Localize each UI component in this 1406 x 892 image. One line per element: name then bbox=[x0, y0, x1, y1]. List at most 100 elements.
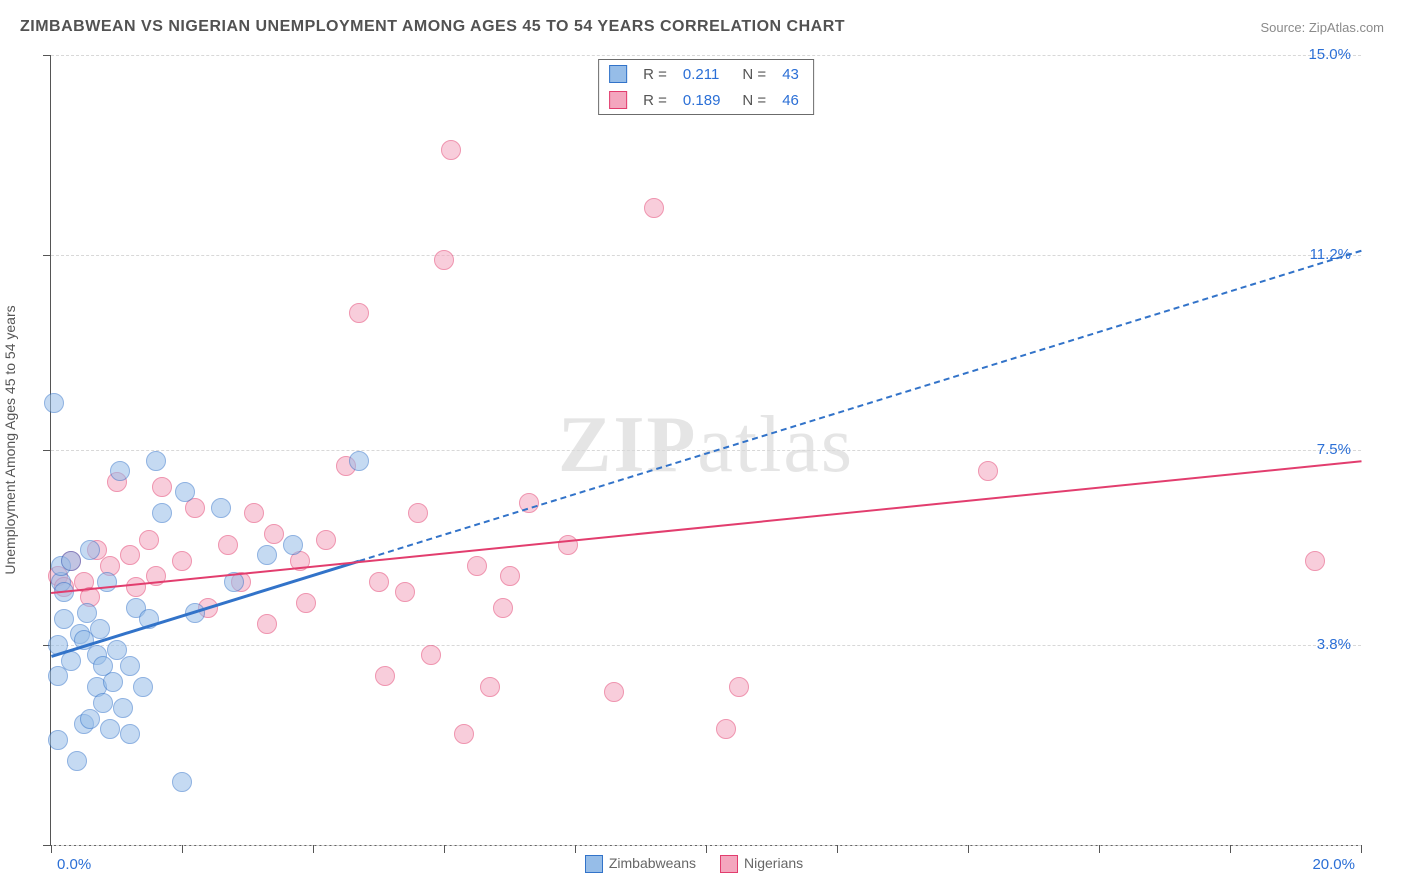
y-tick-label: 7.5% bbox=[1317, 441, 1351, 458]
scatter-point-nig bbox=[467, 556, 487, 576]
legend-swatch-icon bbox=[609, 91, 627, 109]
legend-r-label: R = bbox=[635, 62, 673, 86]
scatter-point-nig bbox=[264, 524, 284, 544]
legend-swatch-icon bbox=[609, 65, 627, 83]
scatter-point-nig bbox=[126, 577, 146, 597]
scatter-point-nig bbox=[172, 551, 192, 571]
scatter-point-nig bbox=[454, 724, 474, 744]
legend-n-value: 43 bbox=[774, 62, 811, 86]
y-tick bbox=[43, 255, 51, 256]
source-label: Source: ZipAtlas.com bbox=[1260, 20, 1384, 35]
gridline-h bbox=[51, 645, 1361, 646]
scatter-point-zim bbox=[110, 461, 130, 481]
scatter-point-zim bbox=[54, 609, 74, 629]
y-tick-label: 3.8% bbox=[1317, 636, 1351, 653]
regression-line bbox=[359, 250, 1362, 562]
scatter-point-nig bbox=[441, 140, 461, 160]
x-tick bbox=[575, 845, 576, 853]
scatter-point-zim bbox=[103, 672, 123, 692]
scatter-point-nig bbox=[500, 566, 520, 586]
scatter-point-zim bbox=[44, 393, 64, 413]
scatter-point-nig bbox=[244, 503, 264, 523]
gridline-h bbox=[51, 55, 1361, 56]
scatter-point-zim bbox=[283, 535, 303, 555]
legend-series-label: Zimbabweans bbox=[609, 855, 696, 871]
scatter-point-zim bbox=[80, 709, 100, 729]
scatter-point-nig bbox=[434, 250, 454, 270]
scatter-point-zim bbox=[90, 619, 110, 639]
chart-container: ZIMBABWEAN VS NIGERIAN UNEMPLOYMENT AMON… bbox=[0, 0, 1406, 892]
legend-swatch-icon bbox=[585, 855, 603, 873]
x-tick bbox=[968, 845, 969, 853]
scatter-point-nig bbox=[316, 530, 336, 550]
scatter-point-zim bbox=[100, 719, 120, 739]
scatter-point-zim bbox=[152, 503, 172, 523]
x-tick bbox=[1230, 845, 1231, 853]
watermark: ZIPatlas bbox=[558, 400, 854, 491]
legend-n-value: 46 bbox=[774, 88, 811, 112]
scatter-point-nig bbox=[139, 530, 159, 550]
scatter-point-nig bbox=[218, 535, 238, 555]
y-tick bbox=[43, 450, 51, 451]
x-tick bbox=[444, 845, 445, 853]
scatter-point-nig bbox=[1305, 551, 1325, 571]
scatter-point-nig bbox=[369, 572, 389, 592]
x-tick bbox=[837, 845, 838, 853]
scatter-point-zim bbox=[120, 656, 140, 676]
scatter-point-zim bbox=[48, 666, 68, 686]
scatter-point-zim bbox=[146, 451, 166, 471]
x-tick bbox=[51, 845, 52, 853]
scatter-point-nig bbox=[558, 535, 578, 555]
scatter-point-nig bbox=[716, 719, 736, 739]
y-tick bbox=[43, 845, 51, 846]
scatter-point-nig bbox=[120, 545, 140, 565]
plot-area: ZIPatlas 3.8%7.5%11.2%15.0%0.0%20.0%R =0… bbox=[50, 55, 1361, 846]
regression-line bbox=[51, 461, 1361, 595]
scatter-point-zim bbox=[80, 540, 100, 560]
scatter-point-nig bbox=[978, 461, 998, 481]
scatter-point-zim bbox=[113, 698, 133, 718]
legend-r-label: R = bbox=[635, 88, 673, 112]
y-tick bbox=[43, 55, 51, 56]
scatter-point-nig bbox=[349, 303, 369, 323]
bottom-legend: Zimbabweans Nigerians bbox=[51, 855, 1361, 873]
scatter-point-zim bbox=[93, 693, 113, 713]
gridline-h bbox=[51, 255, 1361, 256]
scatter-point-zim bbox=[257, 545, 277, 565]
scatter-point-nig bbox=[375, 666, 395, 686]
scatter-point-nig bbox=[604, 682, 624, 702]
legend-swatch-icon bbox=[720, 855, 738, 873]
x-tick bbox=[1361, 845, 1362, 853]
scatter-point-nig bbox=[152, 477, 172, 497]
legend-series-label: Nigerians bbox=[744, 855, 803, 871]
x-tick bbox=[182, 845, 183, 853]
y-tick-label: 15.0% bbox=[1308, 46, 1351, 63]
legend-r-value: 0.189 bbox=[675, 88, 727, 112]
scatter-point-nig bbox=[395, 582, 415, 602]
scatter-point-nig bbox=[493, 598, 513, 618]
scatter-point-zim bbox=[48, 730, 68, 750]
scatter-point-zim bbox=[211, 498, 231, 518]
legend-r-value: 0.211 bbox=[675, 62, 727, 86]
scatter-point-nig bbox=[296, 593, 316, 613]
scatter-point-nig bbox=[257, 614, 277, 634]
gridline-h bbox=[51, 450, 1361, 451]
scatter-point-nig bbox=[480, 677, 500, 697]
scatter-point-zim bbox=[61, 551, 81, 571]
scatter-point-zim bbox=[175, 482, 195, 502]
stat-legend: R =0.211N =43 R =0.189N =46 bbox=[598, 59, 814, 115]
chart-title: ZIMBABWEAN VS NIGERIAN UNEMPLOYMENT AMON… bbox=[20, 18, 845, 36]
scatter-point-nig bbox=[421, 645, 441, 665]
x-tick bbox=[313, 845, 314, 853]
scatter-point-zim bbox=[133, 677, 153, 697]
scatter-point-zim bbox=[67, 751, 87, 771]
scatter-point-nig bbox=[408, 503, 428, 523]
legend-n-label: N = bbox=[728, 88, 772, 112]
x-tick bbox=[1099, 845, 1100, 853]
legend-n-label: N = bbox=[728, 62, 772, 86]
scatter-point-zim bbox=[172, 772, 192, 792]
scatter-point-nig bbox=[644, 198, 664, 218]
scatter-point-zim bbox=[120, 724, 140, 744]
x-tick bbox=[706, 845, 707, 853]
scatter-point-zim bbox=[349, 451, 369, 471]
